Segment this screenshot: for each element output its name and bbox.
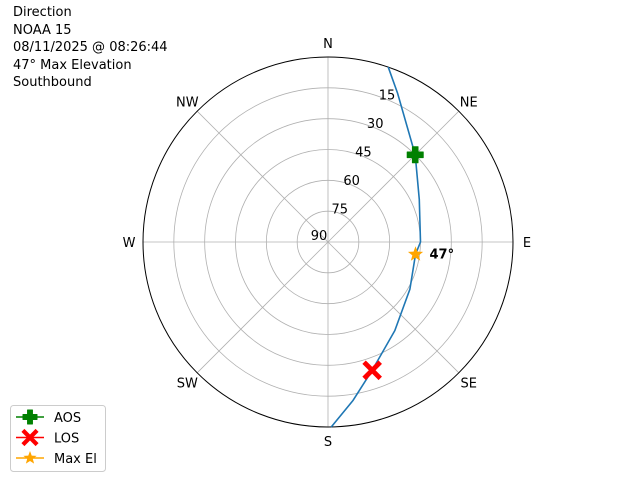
grid-spoke: [327, 110, 460, 243]
radial-tick-label: 15: [379, 89, 396, 104]
legend-label: Max El: [54, 452, 97, 467]
marker-los-stroke: [362, 360, 382, 381]
direction-label-se: SE: [460, 377, 476, 392]
direction-label-n: N: [323, 37, 333, 52]
info-satellite: NOAA 15: [13, 22, 72, 38]
grid-spoke: [196, 241, 329, 374]
direction-label-s: S: [324, 435, 332, 450]
grid-spoke: [327, 241, 460, 374]
legend-marker-los-stroke: [21, 428, 39, 447]
info-title: Direction: [13, 5, 72, 20]
radial-tick-label: 45: [355, 146, 372, 161]
legend-marker-aos: [22, 409, 38, 425]
info-datetime: 08/11/2025 @ 08:26:44: [13, 40, 168, 56]
direction-label-ne: NE: [460, 95, 478, 110]
grid-spoke: [196, 110, 329, 243]
pass-info: Direction NOAA 15 08/11/2025 @ 08:26:44 …: [13, 4, 168, 92]
radial-tick-label: 60: [343, 174, 360, 189]
info-max-elevation: 47° Max Elevation: [13, 57, 132, 73]
legend-marker-max-el: [23, 451, 37, 464]
marker-aos: [406, 146, 424, 164]
radial-tick-label: 90: [311, 229, 328, 244]
direction-label-nw: NW: [176, 95, 199, 110]
legend: AOS LOS Max El: [10, 405, 106, 472]
direction-label-w: W: [123, 236, 136, 251]
radial-tick-label: 75: [332, 203, 349, 218]
marker-max-el: [407, 246, 424, 261]
direction-label-sw: SW: [177, 377, 198, 392]
max-elevation-annotation: 47°: [430, 247, 455, 262]
radial-tick-label: 30: [367, 117, 384, 132]
info-direction: Southbound: [13, 75, 92, 91]
legend-frame: [10, 405, 106, 472]
outer-frame: [142, 56, 514, 428]
legend-label: AOS: [54, 411, 81, 426]
legend-label: LOS: [54, 432, 79, 447]
direction-label-e: E: [523, 236, 531, 251]
marker-los: [362, 360, 382, 381]
legend-marker-los: [21, 428, 39, 447]
